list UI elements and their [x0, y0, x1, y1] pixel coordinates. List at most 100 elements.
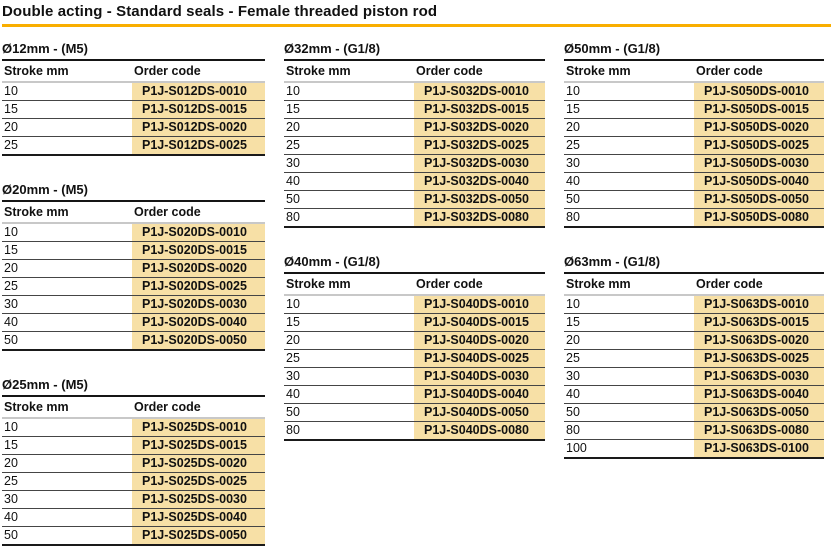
- order-code-column-header: Order code: [414, 274, 545, 296]
- stroke-column-header: Stroke mm: [2, 397, 132, 419]
- stroke-value: 10: [284, 82, 414, 101]
- stroke-column-header: Stroke mm: [284, 61, 414, 83]
- table-row: 80 P1J-S063DS-0080: [564, 421, 824, 440]
- table-row: 80 P1J-S032DS-0080: [284, 208, 545, 228]
- order-code-value: P1J-S020DS-0010: [132, 223, 265, 242]
- table-body: 10 P1J-S025DS-0010 15 P1J-S025DS-0015 20 P1J-…: [2, 418, 265, 546]
- table-row: 25 P1J-S012DS-0025: [2, 136, 265, 156]
- table-row: 10 P1J-S032DS-0010: [284, 82, 545, 101]
- table-row: 15 P1J-S025DS-0015: [2, 436, 265, 455]
- stroke-value: 80: [564, 421, 694, 440]
- table-row: 25 P1J-S032DS-0025: [284, 136, 545, 155]
- table-row: 40 P1J-S032DS-0040: [284, 172, 545, 191]
- table-row: 20 P1J-S025DS-0020: [2, 454, 265, 473]
- table-header-row: Stroke mm Order code: [284, 274, 545, 296]
- stroke-value: 20: [2, 118, 132, 137]
- table-header-row: Stroke mm Order code: [2, 202, 265, 224]
- table-row: 15 P1J-S032DS-0015: [284, 100, 545, 119]
- order-code-value: P1J-S032DS-0020: [414, 118, 545, 137]
- stroke-value: 20: [284, 118, 414, 137]
- table-row: 50 P1J-S032DS-0050: [284, 190, 545, 209]
- stroke-value: 40: [284, 385, 414, 404]
- stroke-value: 40: [564, 385, 694, 404]
- table-body: 10 P1J-S020DS-0010 15 P1J-S020DS-0015 20 P1J-…: [2, 223, 265, 351]
- order-code-value: P1J-S050DS-0080: [694, 208, 824, 228]
- table-body: 10 P1J-S050DS-0010 15 P1J-S050DS-0015 20 P1J-…: [564, 82, 824, 228]
- table-header-row: Stroke mm Order code: [564, 274, 824, 296]
- stroke-value: 40: [2, 313, 132, 332]
- stroke-value: 50: [284, 190, 414, 209]
- table-row: 10 P1J-S050DS-0010: [564, 82, 824, 101]
- stroke-value: 25: [2, 136, 132, 156]
- order-code-value: P1J-S040DS-0050: [414, 403, 545, 422]
- stroke-value: 10: [2, 223, 132, 242]
- order-code-value: P1J-S050DS-0040: [694, 172, 824, 191]
- order-code-column-header: Order code: [132, 61, 265, 83]
- table: Stroke mm Order code 10 P1J-S063DS-0010 15…: [564, 274, 824, 459]
- table-row: 30 P1J-S063DS-0030: [564, 367, 824, 386]
- order-code-value: P1J-S050DS-0010: [694, 82, 824, 101]
- table-title: Ø50mm - (G1/8): [564, 41, 824, 61]
- table-row: 15 P1J-S012DS-0015: [2, 100, 265, 119]
- stroke-value: 15: [284, 313, 414, 332]
- table-row: 15 P1J-S020DS-0015: [2, 241, 265, 260]
- order-code-value: P1J-S050DS-0025: [694, 136, 824, 155]
- stroke-value: 20: [2, 454, 132, 473]
- order-code-value: P1J-S020DS-0025: [132, 277, 265, 296]
- table-row: 40 P1J-S040DS-0040: [284, 385, 545, 404]
- order-code-value: P1J-S050DS-0030: [694, 154, 824, 173]
- column-right: Ø50mm - (G1/8) Stroke mm Order code 10 P1…: [564, 41, 824, 459]
- order-code-value: P1J-S020DS-0015: [132, 241, 265, 260]
- order-code-value: P1J-S025DS-0040: [132, 508, 265, 527]
- table-row: 10 P1J-S040DS-0010: [284, 295, 545, 314]
- stroke-value: 15: [564, 100, 694, 119]
- table-row: 10 P1J-S063DS-0010: [564, 295, 824, 314]
- stroke-value: 15: [2, 100, 132, 119]
- order-code-value: P1J-S040DS-0025: [414, 349, 545, 368]
- table-title: Ø25mm - (M5): [2, 377, 265, 397]
- table-row: 20 P1J-S063DS-0020: [564, 331, 824, 350]
- table-title: Ø12mm - (M5): [2, 41, 265, 61]
- order-code-value: P1J-S032DS-0015: [414, 100, 545, 119]
- table-row: 40 P1J-S020DS-0040: [2, 313, 265, 332]
- column-left: Ø12mm - (M5) Stroke mm Order code 10 P1J-…: [2, 41, 265, 546]
- stroke-value: 40: [564, 172, 694, 191]
- order-code-value: P1J-S063DS-0020: [694, 331, 824, 350]
- order-code-value: P1J-S025DS-0015: [132, 436, 265, 455]
- stroke-value: 30: [284, 367, 414, 386]
- stroke-value: 30: [564, 154, 694, 173]
- stroke-value: 25: [564, 136, 694, 155]
- order-code-value: P1J-S025DS-0025: [132, 472, 265, 491]
- table-body: 10 P1J-S063DS-0010 15 P1J-S063DS-0015 20 P1J-…: [564, 295, 824, 459]
- order-code-value: P1J-S050DS-0015: [694, 100, 824, 119]
- table-row: 40 P1J-S050DS-0040: [564, 172, 824, 191]
- stroke-value: 10: [564, 295, 694, 314]
- order-code-value: P1J-S050DS-0020: [694, 118, 824, 137]
- stroke-value: 30: [564, 367, 694, 386]
- stroke-value: 10: [2, 418, 132, 437]
- column-middle: Ø32mm - (G1/8) Stroke mm Order code 10 P1…: [284, 41, 545, 441]
- stroke-value: 30: [2, 295, 132, 314]
- table-row: 25 P1J-S040DS-0025: [284, 349, 545, 368]
- stroke-value: 100: [564, 439, 694, 459]
- order-code-value: P1J-S032DS-0050: [414, 190, 545, 209]
- table-row: 15 P1J-S063DS-0015: [564, 313, 824, 332]
- table-row: 15 P1J-S040DS-0015: [284, 313, 545, 332]
- table-row: 15 P1J-S050DS-0015: [564, 100, 824, 119]
- table-row: 50 P1J-S050DS-0050: [564, 190, 824, 209]
- table-title: Ø63mm - (G1/8): [564, 254, 824, 274]
- order-code-value: P1J-S032DS-0025: [414, 136, 545, 155]
- table-row: 30 P1J-S040DS-0030: [284, 367, 545, 386]
- order-code-value: P1J-S032DS-0040: [414, 172, 545, 191]
- table-header-row: Stroke mm Order code: [2, 397, 265, 419]
- stroke-value: 15: [2, 436, 132, 455]
- table-title: Ø32mm - (G1/8): [284, 41, 545, 61]
- table-row: 50 P1J-S063DS-0050: [564, 403, 824, 422]
- order-code-value: P1J-S040DS-0015: [414, 313, 545, 332]
- table-row: 25 P1J-S025DS-0025: [2, 472, 265, 491]
- order-code-column-header: Order code: [132, 397, 265, 419]
- table-row: 100 P1J-S063DS-0100: [564, 439, 824, 459]
- order-code-value: P1J-S063DS-0010: [694, 295, 824, 314]
- table-row: 20 P1J-S032DS-0020: [284, 118, 545, 137]
